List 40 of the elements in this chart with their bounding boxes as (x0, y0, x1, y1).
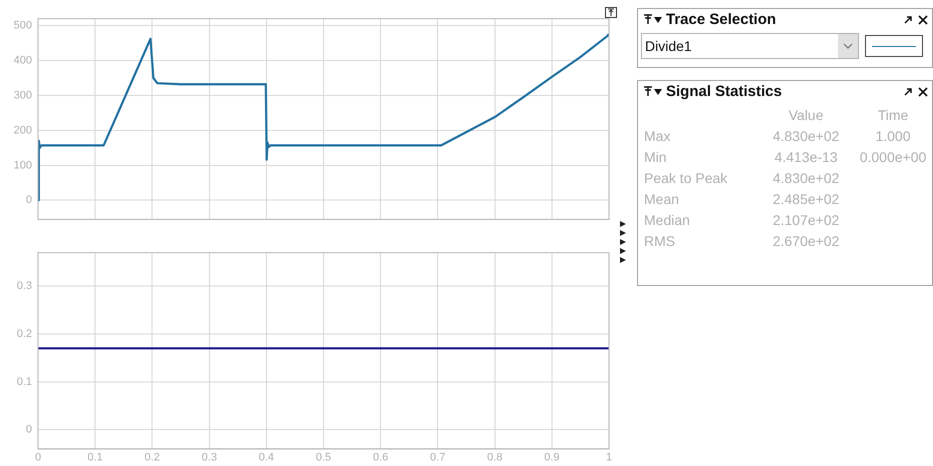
category-label: Min (644, 149, 668, 165)
text: Trace Selection (666, 11, 776, 28)
y-tick-label: 0 (26, 424, 32, 436)
data-label: 4.413e-13 (773, 149, 839, 165)
x-tick-label: 0.5 (316, 451, 332, 464)
category-label: Median (644, 212, 691, 228)
series-label: Value (788, 107, 824, 123)
legend-label: Time (876, 107, 910, 123)
x-tick-label: 0.8 (487, 451, 502, 464)
x-tick-label: 0.9 (544, 451, 560, 464)
category-label: Mean (644, 191, 680, 207)
x-tick-label: 0.4 (258, 451, 274, 464)
y-tick-label: 0 (26, 194, 32, 206)
category-label: Peak to Peak (644, 170, 728, 186)
x-tick-label: 0.1 (87, 451, 103, 464)
y-tick-label: 0.3 (16, 280, 32, 292)
data-label: 4.830e+02 (772, 128, 840, 144)
data-label: 1.000 (874, 128, 912, 144)
text: Divide1 (644, 38, 692, 54)
y-tick-label: 400 (14, 54, 32, 67)
x-tick-label: 0.6 (372, 451, 388, 464)
y-tick-label: 0.2 (16, 328, 32, 340)
data-label: 4.830e+02 (772, 170, 840, 186)
category-label: RMS (644, 233, 676, 249)
x-tick-label: 0.3 (202, 451, 217, 464)
category-label: Max (644, 128, 672, 144)
data-label: 2.107e+02 (772, 212, 840, 228)
x-tick-label: 0.2 (144, 451, 160, 464)
y-tick-label: 200 (14, 124, 32, 136)
x-tick-label: 0 (34, 451, 42, 464)
data-label: 0.000e+00 (858, 149, 928, 165)
x-tick-label: 0.7 (430, 451, 446, 464)
text: Signal Statistics (666, 83, 782, 100)
y-tick-label: 0.1 (16, 376, 32, 388)
data-label: 2.485e+02 (772, 191, 840, 207)
y-tick-label: 100 (14, 159, 32, 172)
y-tick-label: 300 (14, 89, 32, 102)
x-tick-label: 1 (606, 451, 612, 464)
y-tick-label: 500 (14, 20, 32, 32)
data-label: 2.670e+02 (772, 233, 840, 249)
